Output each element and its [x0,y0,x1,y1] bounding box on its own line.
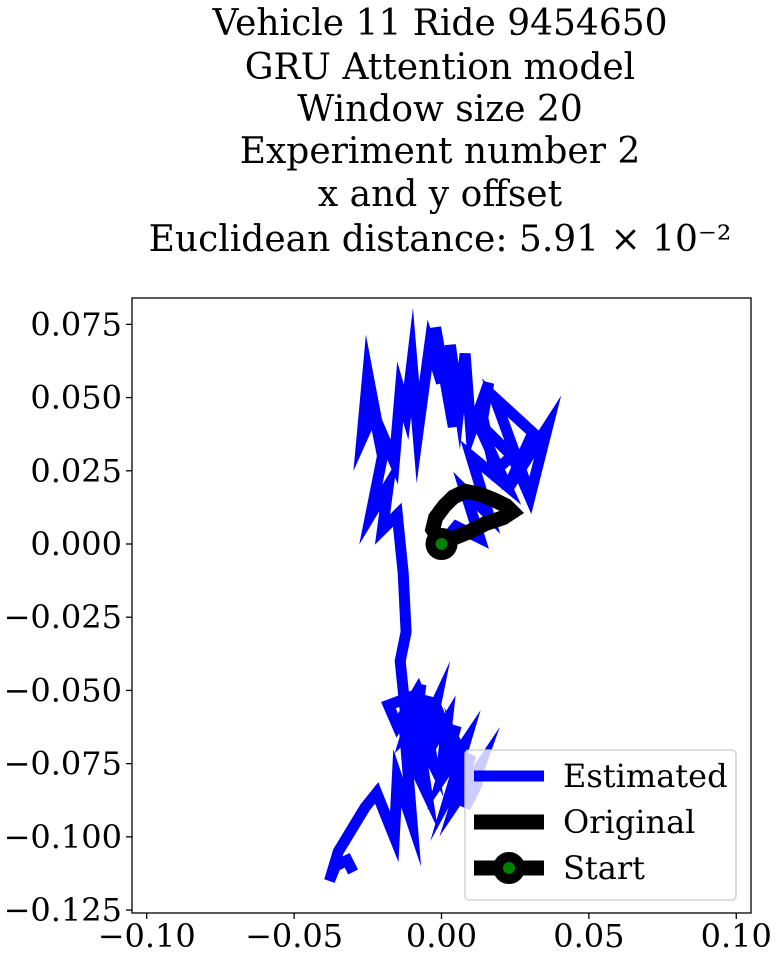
x-tick-label: −0.05 [245,917,343,955]
x-tick-label: 0.05 [553,917,624,955]
y-tick-label: −0.075 [4,745,122,783]
y-tick-label: −0.125 [4,891,122,929]
legend-label-original: Original [563,803,695,841]
x-tick-label: 0.00 [406,917,477,955]
legend: Estimated Original Start [464,749,737,901]
legend-label-start: Start [563,849,645,887]
y-tick-label: 0.000 [30,525,122,563]
y-tick-label: 0.050 [30,379,122,417]
y-tick-label: −0.050 [4,671,122,709]
title-line-4: Experiment number 2 [240,131,641,172]
title-line-2: GRU Attention model [245,47,635,88]
x-tick-label: −0.10 [98,917,196,955]
title-line-5: x and y offset [318,174,563,215]
ticks-group: −0.10 −0.05 0.00 0.05 0.10 0.075 0.050 0.025 0.0… [4,305,772,955]
title-line-3: Window size 20 [297,89,583,130]
y-tick-label: −0.100 [4,818,122,856]
series-group [324,307,562,883]
series-line-estimated [324,307,562,883]
y-tick-label: 0.025 [30,452,122,490]
y-tick-label: −0.025 [4,598,122,636]
series-line-original [424,483,525,551]
legend-label-estimated: Estimated [563,757,728,795]
plot-area: −0.10 −0.05 0.00 0.05 0.10 0.075 0.050 0.025 0.0… [4,297,772,955]
legend-start-marker [493,852,525,884]
title-line-6: Euclidean distance: 5.91 × 10⁻² [149,219,732,260]
x-tick-label: 0.10 [701,917,772,955]
title-line-1: Vehicle 11 Ride 9454650 [211,3,667,44]
y-tick-label: 0.075 [30,305,122,343]
start-marker [425,528,458,560]
